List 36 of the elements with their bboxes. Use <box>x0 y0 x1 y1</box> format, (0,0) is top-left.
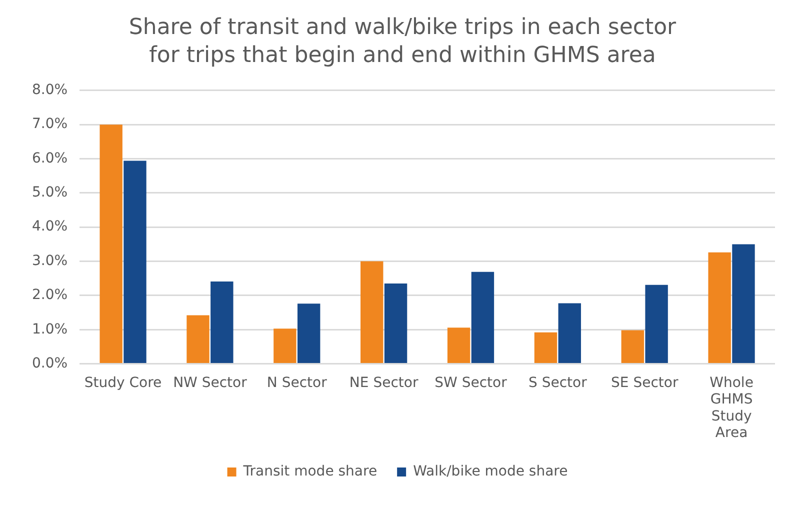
bar <box>360 261 384 364</box>
bar <box>645 284 668 364</box>
bar <box>384 283 408 364</box>
y-tick-label: 4.0% <box>32 218 68 235</box>
bar <box>100 124 122 364</box>
bar <box>732 244 755 364</box>
bar <box>708 252 731 364</box>
x-tick-label: NE Sector <box>349 374 418 391</box>
bar <box>186 315 210 364</box>
chart-title: Share of transit and walk/bike trips in each sector for trips that begin and end within GHMS area <box>128 14 678 70</box>
bar <box>124 160 146 364</box>
y-tick-label: 8.0% <box>32 82 68 98</box>
y-tick-label: 6.0% <box>32 150 68 166</box>
bar <box>297 304 320 364</box>
y-tick-label: 7.0% <box>32 116 68 132</box>
x-tick-label: NW Sector <box>173 374 248 391</box>
bar <box>471 272 494 364</box>
bar <box>558 303 581 364</box>
bar <box>447 328 470 364</box>
x-tick-label: SE Sector <box>611 374 678 391</box>
x-tick-label: SW Sector <box>434 374 508 391</box>
legend-label: Transit mode share <box>242 464 378 480</box>
x-tick-label: N Sector <box>266 374 328 391</box>
y-tick-label: 0.0% <box>32 355 68 372</box>
y-tick-label: 3.0% <box>32 252 68 269</box>
legend-label: Walk/bike mode share <box>413 464 568 480</box>
x-tick-label: Whole GHMS Study Area <box>710 374 754 442</box>
bar <box>210 281 234 364</box>
y-tick-label: 2.0% <box>32 287 68 304</box>
bar <box>534 332 558 364</box>
bar <box>274 328 296 364</box>
x-tick-label: Study Core <box>84 374 162 391</box>
x-tick-label: S Sector <box>528 374 588 391</box>
y-tick-label: 1.0% <box>32 321 68 338</box>
bar <box>621 330 644 364</box>
y-tick-label: 5.0% <box>32 184 68 201</box>
